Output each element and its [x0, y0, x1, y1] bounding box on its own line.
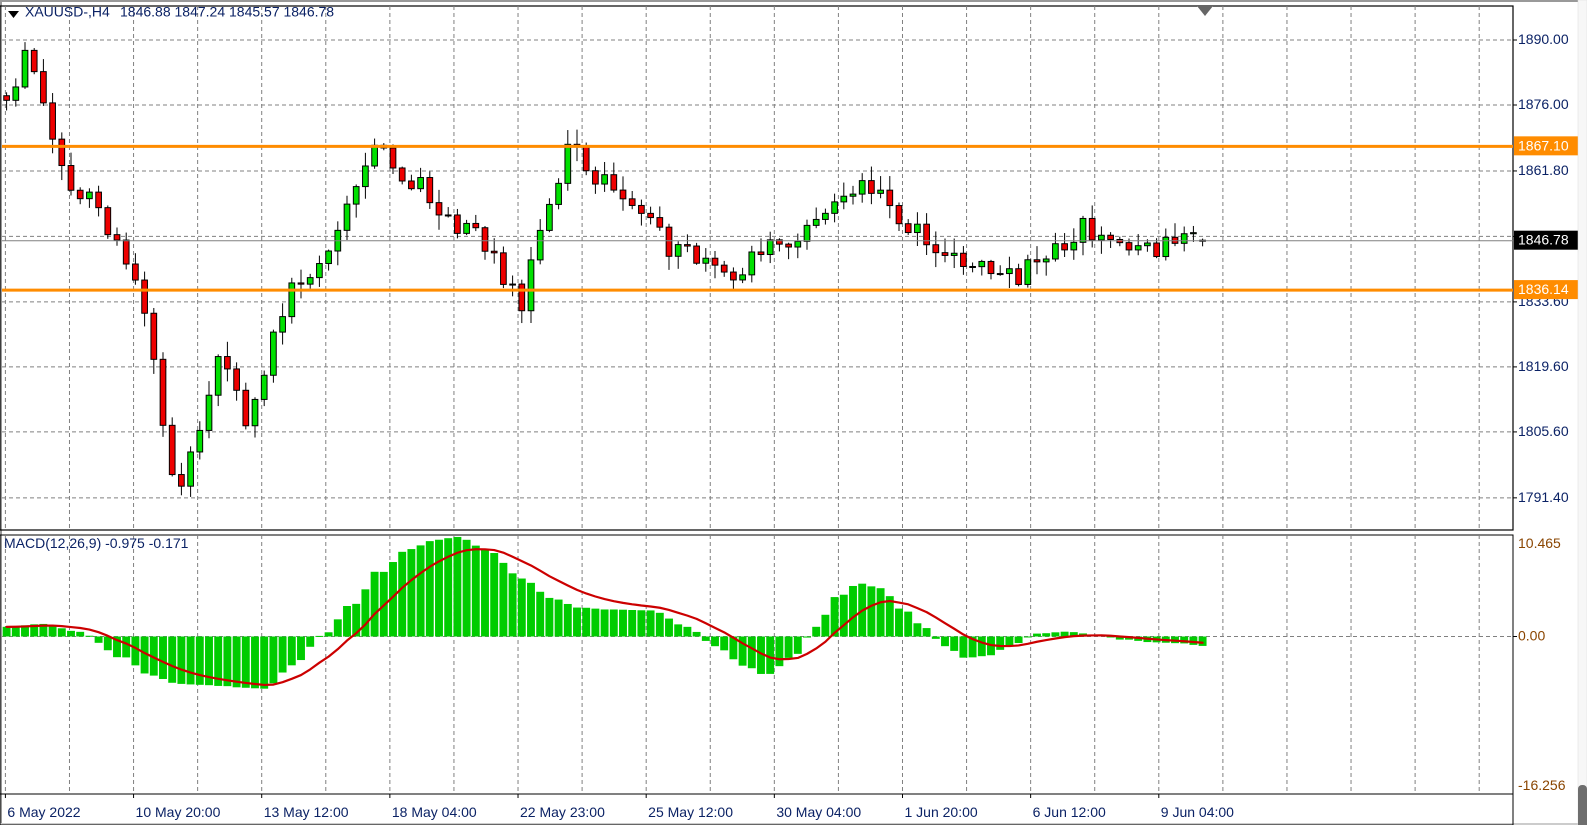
svg-text:1890.00: 1890.00	[1518, 31, 1569, 47]
svg-text:1876.00: 1876.00	[1518, 96, 1569, 112]
svg-text:6 Jun 12:00: 6 Jun 12:00	[1033, 804, 1106, 820]
svg-text:1861.80: 1861.80	[1518, 162, 1569, 178]
svg-text:1819.60: 1819.60	[1518, 358, 1569, 374]
svg-text:1836.14: 1836.14	[1518, 281, 1569, 297]
svg-text:1846.88 1847.24 1845.57 1846.7: 1846.88 1847.24 1845.57 1846.78	[120, 4, 334, 20]
svg-text:30 May 04:00: 30 May 04:00	[776, 804, 861, 820]
svg-text:XAUUSD-,H4: XAUUSD-,H4	[25, 4, 110, 20]
svg-text:-16.256: -16.256	[1518, 777, 1566, 793]
svg-text:10.465: 10.465	[1518, 535, 1561, 551]
svg-text:1791.40: 1791.40	[1518, 489, 1569, 505]
svg-text:0.00: 0.00	[1518, 628, 1545, 644]
svg-text:1805.60: 1805.60	[1518, 423, 1569, 439]
svg-text:1 Jun 20:00: 1 Jun 20:00	[904, 804, 977, 820]
svg-text:9 Jun 04:00: 9 Jun 04:00	[1161, 804, 1234, 820]
svg-text:10 May 20:00: 10 May 20:00	[136, 804, 221, 820]
svg-text:25 May 12:00: 25 May 12:00	[648, 804, 733, 820]
svg-text:1846.78: 1846.78	[1518, 232, 1569, 248]
svg-text:MACD(12,26,9) -0.975 -0.171: MACD(12,26,9) -0.975 -0.171	[4, 535, 189, 551]
svg-text:1867.10: 1867.10	[1518, 137, 1569, 153]
svg-text:18 May 04:00: 18 May 04:00	[392, 804, 477, 820]
svg-text:13 May 12:00: 13 May 12:00	[264, 804, 349, 820]
svg-text:22 May 23:00: 22 May 23:00	[520, 804, 605, 820]
svg-text:6 May 2022: 6 May 2022	[7, 804, 80, 820]
